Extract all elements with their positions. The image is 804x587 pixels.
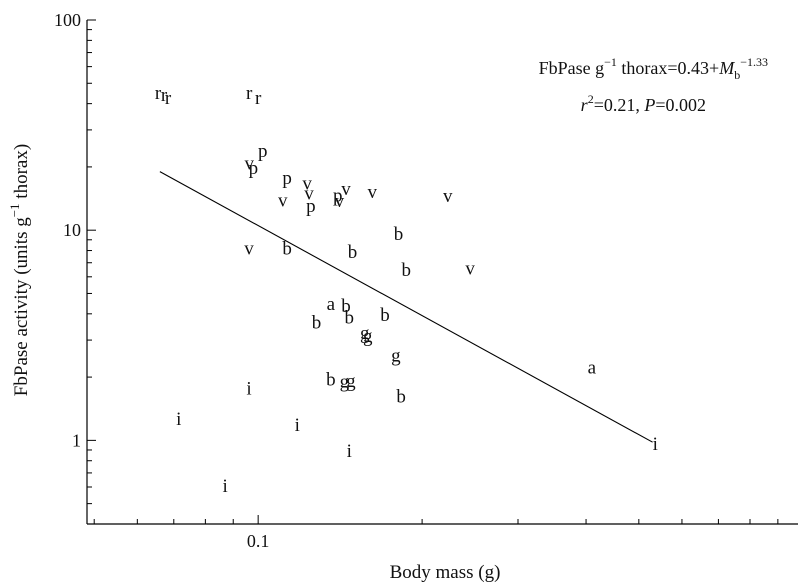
data-point-g: g <box>346 371 356 392</box>
y-axis-label-exponent: −1 <box>7 203 22 217</box>
x-axis-label: Body mass (g) <box>390 562 501 583</box>
data-point-v: v <box>278 190 288 211</box>
r-squared-symbol: r <box>581 95 589 115</box>
data-point-a: a <box>588 357 597 378</box>
y-tick-label: 10 <box>63 220 81 240</box>
data-point-b: b <box>348 242 358 263</box>
y-axis-label: FbPase activity (units g−1 thorax) <box>7 144 32 396</box>
data-point-b: b <box>380 305 390 326</box>
y-axis-label-end: thorax) <box>11 144 32 204</box>
data-point-b: b <box>312 312 322 333</box>
data-point-v: v <box>465 259 475 280</box>
p-symbol: P <box>643 95 655 115</box>
r-squared-exponent: 2 <box>588 92 594 106</box>
data-point-g: g <box>391 346 401 367</box>
data-point-i: i <box>223 476 228 497</box>
data-point-p: p <box>258 141 268 162</box>
y-tick-label: 1 <box>72 430 81 450</box>
r-squared-value: =0.21, <box>594 95 645 115</box>
data-point-b: b <box>326 369 336 390</box>
data-point-v: v <box>335 191 345 212</box>
data-point-b: b <box>341 296 351 317</box>
data-point-p: p <box>306 196 316 217</box>
data-point-v: v <box>244 154 254 175</box>
data-point-b: b <box>282 238 292 259</box>
equation-exp-2: −1.33 <box>740 55 768 69</box>
data-point-b: b <box>396 387 406 408</box>
statistics-annotation: r2=0.21, P=0.002 <box>581 92 706 115</box>
data-point-i: i <box>295 415 300 436</box>
data-point-i: i <box>176 409 181 430</box>
data-point-i: i <box>246 378 251 399</box>
data-point-b: b <box>345 308 355 329</box>
data-point-i: i <box>347 441 352 462</box>
data-point-v: v <box>304 183 314 204</box>
data-point-p: p <box>249 158 259 179</box>
data-point-v: v <box>244 238 254 259</box>
data-point-b: b <box>394 224 404 245</box>
data-point-r: r <box>165 88 172 109</box>
fit-line-group <box>159 171 653 443</box>
data-point-r: r <box>246 83 253 104</box>
data-point-g: g <box>363 326 373 347</box>
y-axis-label-main: FbPase activity (units g <box>11 217 32 396</box>
data-point-p: p <box>282 168 292 189</box>
data-point-r: r <box>255 88 262 109</box>
equation-mass-symbol: M <box>718 58 735 78</box>
data-point-r: r <box>155 83 162 104</box>
data-point-p: p <box>333 185 343 206</box>
y-tick-label: 100 <box>54 10 81 30</box>
data-point-v: v <box>368 182 378 203</box>
data-point-v: v <box>443 186 453 207</box>
equation-mass-subscript: b <box>734 68 740 82</box>
equation-annotation: FbPase g−1 thorax=0.43+Mb−1.33 <box>539 55 768 82</box>
data-point-v: v <box>302 174 312 195</box>
equation-part-a: FbPase g <box>539 58 605 78</box>
data-point-v: v <box>341 179 351 200</box>
x-tick-label: 0.1 <box>247 531 270 551</box>
regression-line <box>159 171 653 443</box>
ticks: 1 10 100 0.1 <box>54 10 779 551</box>
p-value: =0.002 <box>655 95 706 115</box>
data-point-r: r <box>161 85 168 106</box>
data-point-i: i <box>653 434 658 455</box>
equation-exp-1: −1 <box>604 55 617 69</box>
equation-part-b: thorax=0.43+ <box>617 58 719 78</box>
data-point-g: g <box>340 372 350 393</box>
data-point-b: b <box>401 260 411 281</box>
data-point-a: a <box>327 294 336 315</box>
data-point-g: g <box>360 323 370 344</box>
